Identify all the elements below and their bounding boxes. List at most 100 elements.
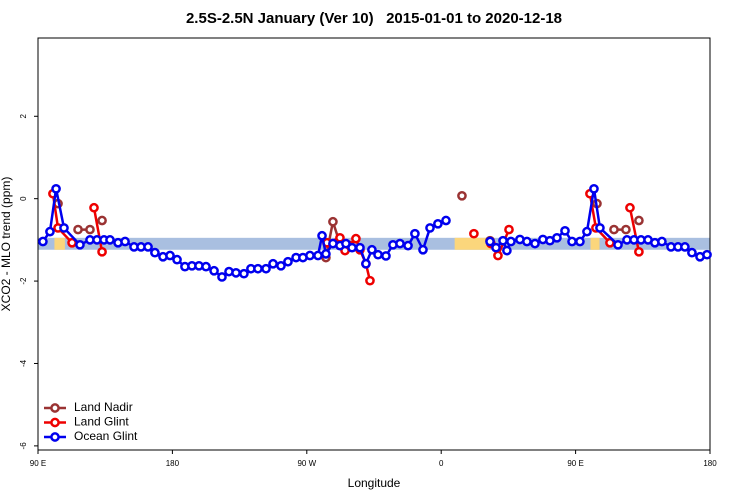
point (582, 226, 592, 237)
point (367, 244, 377, 255)
point (605, 237, 615, 248)
point (625, 202, 635, 213)
point (239, 268, 249, 279)
point (504, 224, 514, 235)
point (491, 242, 501, 253)
reference-band (38, 237, 710, 250)
chart-title: 2.5S-2.5N January (Ver 10) 2015-01-01 to… (186, 10, 562, 27)
point (567, 236, 577, 247)
y-tick-label: 0 (19, 196, 28, 201)
point (97, 246, 107, 257)
y-axis-label: XCO2 - MLO trend (ppm) (0, 177, 13, 312)
point (253, 263, 263, 274)
point (441, 215, 451, 226)
point (85, 224, 95, 235)
point (634, 215, 644, 226)
legend-label: Land Glint (74, 415, 129, 429)
point (657, 236, 667, 247)
point (361, 258, 371, 269)
point (589, 183, 599, 194)
point (328, 216, 338, 227)
point (172, 254, 182, 265)
legend-marker (50, 432, 60, 442)
point (687, 247, 697, 258)
point (321, 249, 331, 259)
point (261, 263, 271, 274)
plot-frame (37, 37, 711, 451)
legend-marker (50, 417, 60, 428)
point (381, 251, 391, 261)
point (120, 236, 130, 247)
point (51, 183, 61, 194)
x-tick-label: 90 E (30, 459, 46, 468)
point (457, 190, 467, 201)
legend-label: Land Nadir (74, 400, 133, 414)
x-tick-label: 180 (166, 459, 180, 468)
point (373, 249, 383, 260)
land-span (590, 237, 600, 250)
point (575, 236, 585, 247)
point (150, 247, 160, 258)
y-tick-label: -2 (19, 277, 28, 285)
point (97, 215, 107, 226)
point (522, 236, 532, 247)
point (498, 235, 508, 246)
point (347, 242, 357, 253)
point (38, 236, 48, 247)
point (313, 250, 323, 261)
point (595, 223, 605, 233)
point (276, 260, 286, 271)
legend-label: Ocean Glint (74, 429, 138, 443)
point (351, 233, 361, 244)
point (231, 267, 241, 278)
legend-marker (50, 403, 60, 413)
point (502, 245, 512, 256)
x-axis-label: Longitude (348, 476, 401, 490)
point (75, 239, 85, 250)
point (143, 242, 153, 252)
y-tick-label: -6 (19, 442, 28, 450)
point (433, 218, 443, 229)
point (45, 226, 55, 237)
y-tick-label: 2 (19, 114, 28, 119)
point (469, 228, 479, 239)
x-tick-label: 90 E (567, 459, 583, 468)
point (680, 242, 690, 252)
point (355, 242, 365, 253)
point (702, 249, 712, 260)
series-line (41, 188, 708, 279)
y-tick-label: -4 (19, 359, 28, 367)
point (552, 232, 562, 243)
point (217, 272, 227, 282)
point (493, 250, 503, 261)
point (209, 265, 219, 276)
x-tick-label: 180 (703, 459, 717, 468)
point (485, 236, 495, 247)
point (305, 250, 315, 261)
point (317, 230, 327, 241)
point (59, 223, 69, 233)
point (268, 258, 278, 269)
x-tick-label: 90 W (297, 459, 316, 468)
point (365, 275, 375, 286)
point (73, 224, 83, 235)
point (418, 244, 428, 255)
point (410, 228, 420, 239)
point (283, 256, 293, 267)
point (506, 236, 516, 247)
point (621, 224, 631, 235)
land-span (454, 237, 491, 250)
point (634, 246, 644, 257)
land-span (54, 237, 65, 250)
point (165, 250, 175, 261)
point (530, 238, 540, 249)
point (609, 224, 619, 235)
point (425, 223, 435, 233)
point (105, 235, 115, 245)
point (403, 240, 413, 251)
x-tick-label: 0 (439, 459, 444, 468)
point (395, 238, 405, 249)
point (560, 225, 570, 236)
point (201, 261, 211, 272)
